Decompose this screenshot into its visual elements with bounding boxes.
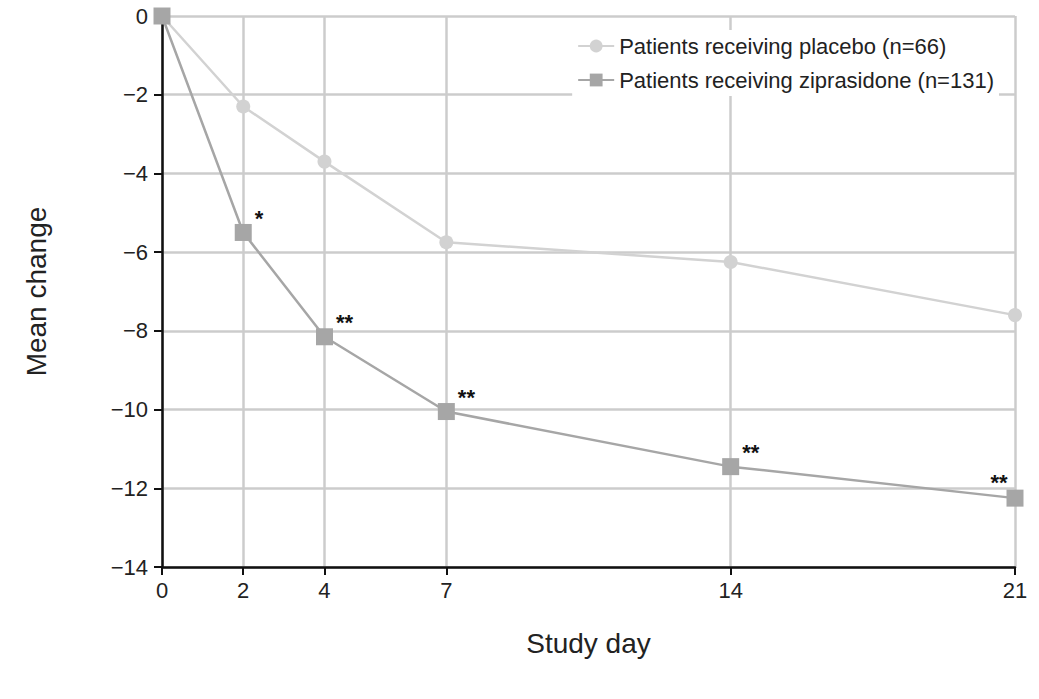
svg-text:Patients receiving ziprasidone: Patients receiving ziprasidone (n=131) [619, 68, 994, 93]
svg-text:**: ** [336, 310, 354, 335]
svg-text:−6: −6 [123, 240, 148, 265]
svg-text:Mean change: Mean change [21, 207, 52, 377]
svg-text:Patients receiving placebo (n=: Patients receiving placebo (n=66) [619, 34, 946, 59]
svg-text:*: * [255, 206, 264, 231]
svg-text:−2: −2 [123, 82, 148, 107]
svg-text:−4: −4 [123, 161, 148, 186]
svg-text:−12: −12 [111, 476, 148, 501]
svg-text:4: 4 [318, 578, 330, 603]
svg-text:2: 2 [237, 578, 249, 603]
svg-text:−8: −8 [123, 318, 148, 343]
svg-text:21: 21 [1003, 578, 1027, 603]
svg-text:7: 7 [440, 578, 452, 603]
svg-text:−14: −14 [111, 555, 148, 580]
svg-text:**: ** [990, 470, 1008, 495]
svg-text:**: ** [742, 440, 760, 465]
svg-text:−10: −10 [111, 397, 148, 422]
svg-text:14: 14 [718, 578, 742, 603]
svg-text:0: 0 [136, 4, 148, 29]
svg-text:0: 0 [156, 578, 168, 603]
svg-text:**: ** [458, 385, 476, 410]
svg-text:Study day: Study day [526, 628, 651, 659]
